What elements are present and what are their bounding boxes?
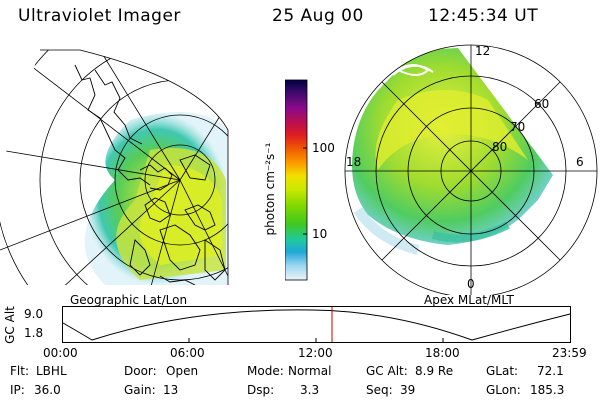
lat-label-70: 70 — [510, 120, 526, 134]
altitude-ytick-low: 1.8 — [24, 326, 44, 340]
seq-label: Seq: — [366, 383, 393, 397]
instrument-title: Ultraviolet Imager — [18, 6, 181, 26]
altitude-xtick-1: 06:00 — [170, 346, 205, 360]
colorbar-tick-10: 10 — [312, 227, 328, 241]
glat-label: GLat: — [486, 364, 519, 378]
right-map-caption: Apex MLat/MLT — [424, 293, 514, 307]
mlt-label-0: 0 — [467, 277, 475, 291]
altitude-plot — [62, 306, 571, 343]
filter-value: LBHL — [36, 364, 67, 378]
altitude-ytick-high: 9.0 — [24, 307, 44, 321]
ip-label: IP: — [10, 383, 25, 397]
glon-value: 185.3 — [530, 383, 565, 397]
lat-label-80: 80 — [492, 140, 508, 154]
ip-value: 36.0 — [34, 383, 61, 397]
altitude-xtick-0: 00:00 — [43, 346, 78, 360]
mode-label: Mode: — [247, 364, 284, 378]
gc-alt-label: GC Alt: — [366, 364, 408, 378]
observation-date: 25 Aug 00 — [272, 6, 364, 26]
door-value: Open — [166, 364, 199, 378]
gc-alt-value: 8.9 Re — [415, 364, 454, 378]
colorbar-unit-label: photon cm⁻²s⁻¹ — [263, 142, 277, 236]
colorbar-tick-100: 100 — [312, 141, 335, 155]
lat-label-60: 60 — [534, 97, 550, 111]
door-label: Door: — [124, 364, 157, 378]
altitude-xtick-2: 12:00 — [298, 346, 333, 360]
geographic-map — [0, 49, 229, 285]
mlt-label-18: 18 — [346, 155, 362, 169]
altitude-ylabel: GC Alt — [3, 306, 17, 344]
filter-label: Flt: — [10, 364, 29, 378]
dsp-value: 3.3 — [300, 383, 320, 397]
mlt-label-6: 6 — [576, 155, 584, 169]
intensity-colorbar — [285, 79, 308, 281]
gain-value: 13 — [163, 383, 179, 397]
dsp-label: Dsp: — [247, 383, 275, 397]
observation-time: 12:45:34 UT — [428, 6, 539, 26]
left-map-caption: Geographic Lat/Lon — [70, 293, 188, 307]
mlt-label-12: 12 — [475, 44, 491, 58]
seq-value: 39 — [400, 383, 416, 397]
apex-polar-map — [344, 44, 598, 295]
mode-value: Normal — [288, 364, 332, 378]
gain-label: Gain: — [124, 383, 156, 397]
altitude-xtick-4: 23:59 — [552, 346, 587, 360]
glat-value: 72.1 — [537, 364, 564, 378]
glon-label: GLon: — [486, 383, 521, 397]
altitude-xtick-3: 18:00 — [425, 346, 460, 360]
